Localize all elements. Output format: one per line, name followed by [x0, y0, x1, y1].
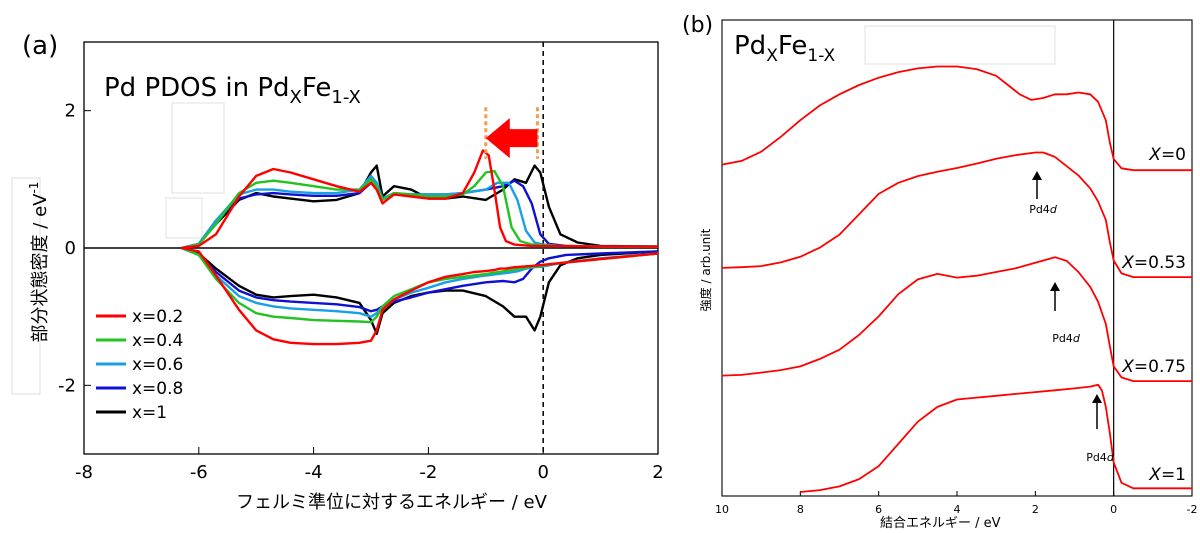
pdos-up-x=0.4: [181, 169, 658, 250]
mask-box: [11, 177, 41, 395]
x-tick-label-a: -8: [75, 462, 93, 483]
mask-box: [171, 102, 225, 194]
x-tick-label-b: 0: [1110, 503, 1117, 516]
pdos-up-x=0.6: [181, 174, 658, 250]
pdos-series: [84, 42, 659, 454]
chart-a-title: Pd PDOS in PdXFe1-X: [104, 73, 361, 108]
x-axis-label-b: 結合エネルギー / eV: [880, 516, 1001, 531]
pd4d-arrow-head: [1092, 394, 1102, 403]
pdos-down-x=0.2: [181, 246, 659, 346]
x-tick-label-b: 10: [715, 503, 729, 516]
x-tick-label-a: -4: [305, 462, 323, 483]
axis-ticks-b: 10 8 6 4 2 0 -2: [715, 491, 1197, 516]
panel-a-pdos-chart: (a) Pd PDOS in PdXFe1-X -8 -6 -4 -2 0 2 -2 0 2 x…: [11, 31, 664, 513]
curve-label: X=0.75: [1121, 357, 1186, 377]
pdos-down-x=0.4: [181, 246, 659, 324]
x-tick-label-a: -2: [419, 462, 437, 483]
legend-label: x=1: [132, 403, 167, 423]
peak-shift-annotation: [484, 107, 539, 159]
x-tick-label-a: 0: [537, 462, 548, 483]
x-tick-label-b: 6: [875, 503, 882, 516]
pdos-down-x=1: [181, 246, 659, 335]
curve-label: X=0: [1148, 145, 1186, 165]
panel-b-spectra-chart: (b) PdXFe1-X 10 8 6 4 2 0 -2 X=0X=0.53X=0.75X=…: [682, 13, 1197, 531]
x-tick-label-b: 4: [954, 503, 961, 516]
pdos-up-x=0.2: [181, 149, 658, 250]
curve-label: X=1: [1148, 465, 1186, 485]
x-tick-label-a: -6: [190, 462, 208, 483]
spectrum-X=0: [721, 65, 1192, 172]
legend-label: x=0.4: [132, 331, 183, 351]
mask-box: [165, 197, 203, 239]
pd4d-arrow-head: [1050, 282, 1060, 291]
panel-b-label: (b): [682, 13, 713, 38]
pd4d-label: Pd4d: [1086, 451, 1115, 464]
mask-box: [864, 25, 1056, 65]
spectrum-X=0.75: [721, 256, 1192, 382]
x-tick-label-b: 2: [1032, 503, 1039, 516]
pdos-up-x=1: [181, 164, 659, 250]
y-axis-label-b: 強度 / arb.unit: [698, 228, 713, 311]
pd4d-annotations: Pd4d Pd4d Pd4d: [1029, 171, 1115, 464]
x-tick-label-b: -2: [1187, 503, 1198, 516]
curve-label: X=0.53: [1121, 253, 1186, 273]
y-tick-label-a: -2: [58, 375, 76, 396]
spectrum-X=0.53: [721, 151, 1192, 278]
panel-a-label: (a): [22, 31, 58, 61]
spectrum-X=1: [800, 383, 1192, 493]
x-axis-label-a: フェルミ準位に対するエネルギー / eV: [236, 492, 548, 513]
peak-shift-arrow: [485, 118, 538, 159]
x-tick-label-b: 8: [797, 503, 804, 516]
legend-label: x=0.6: [132, 355, 183, 375]
pdos-down-x=0.6: [181, 246, 659, 318]
pd4d-arrow-head: [1032, 171, 1042, 180]
xps-series: X=0 X=0.53 X=0.75 X=1: [721, 20, 1192, 496]
y-tick-label-a: 0: [65, 238, 76, 259]
chart-b-title: PdXFe1-X: [734, 31, 835, 66]
x-tick-label-a: 2: [652, 462, 663, 483]
legend-label: x=0.2: [132, 307, 183, 327]
y-axis-label-a: 部分状態密度 / eV-1: [27, 182, 51, 343]
y-tick-label-a: 2: [65, 101, 76, 122]
legend-label: x=0.8: [132, 379, 183, 399]
legend-a: x=0.2 x=0.4 x=0.6 x=0.8 x=1: [96, 307, 183, 423]
axis-ticks-a: -8 -6 -4 -2 0 2 -2 0 2: [58, 101, 664, 483]
pd4d-label: Pd4d: [1052, 332, 1081, 345]
pd4d-label: Pd4d: [1029, 203, 1058, 216]
